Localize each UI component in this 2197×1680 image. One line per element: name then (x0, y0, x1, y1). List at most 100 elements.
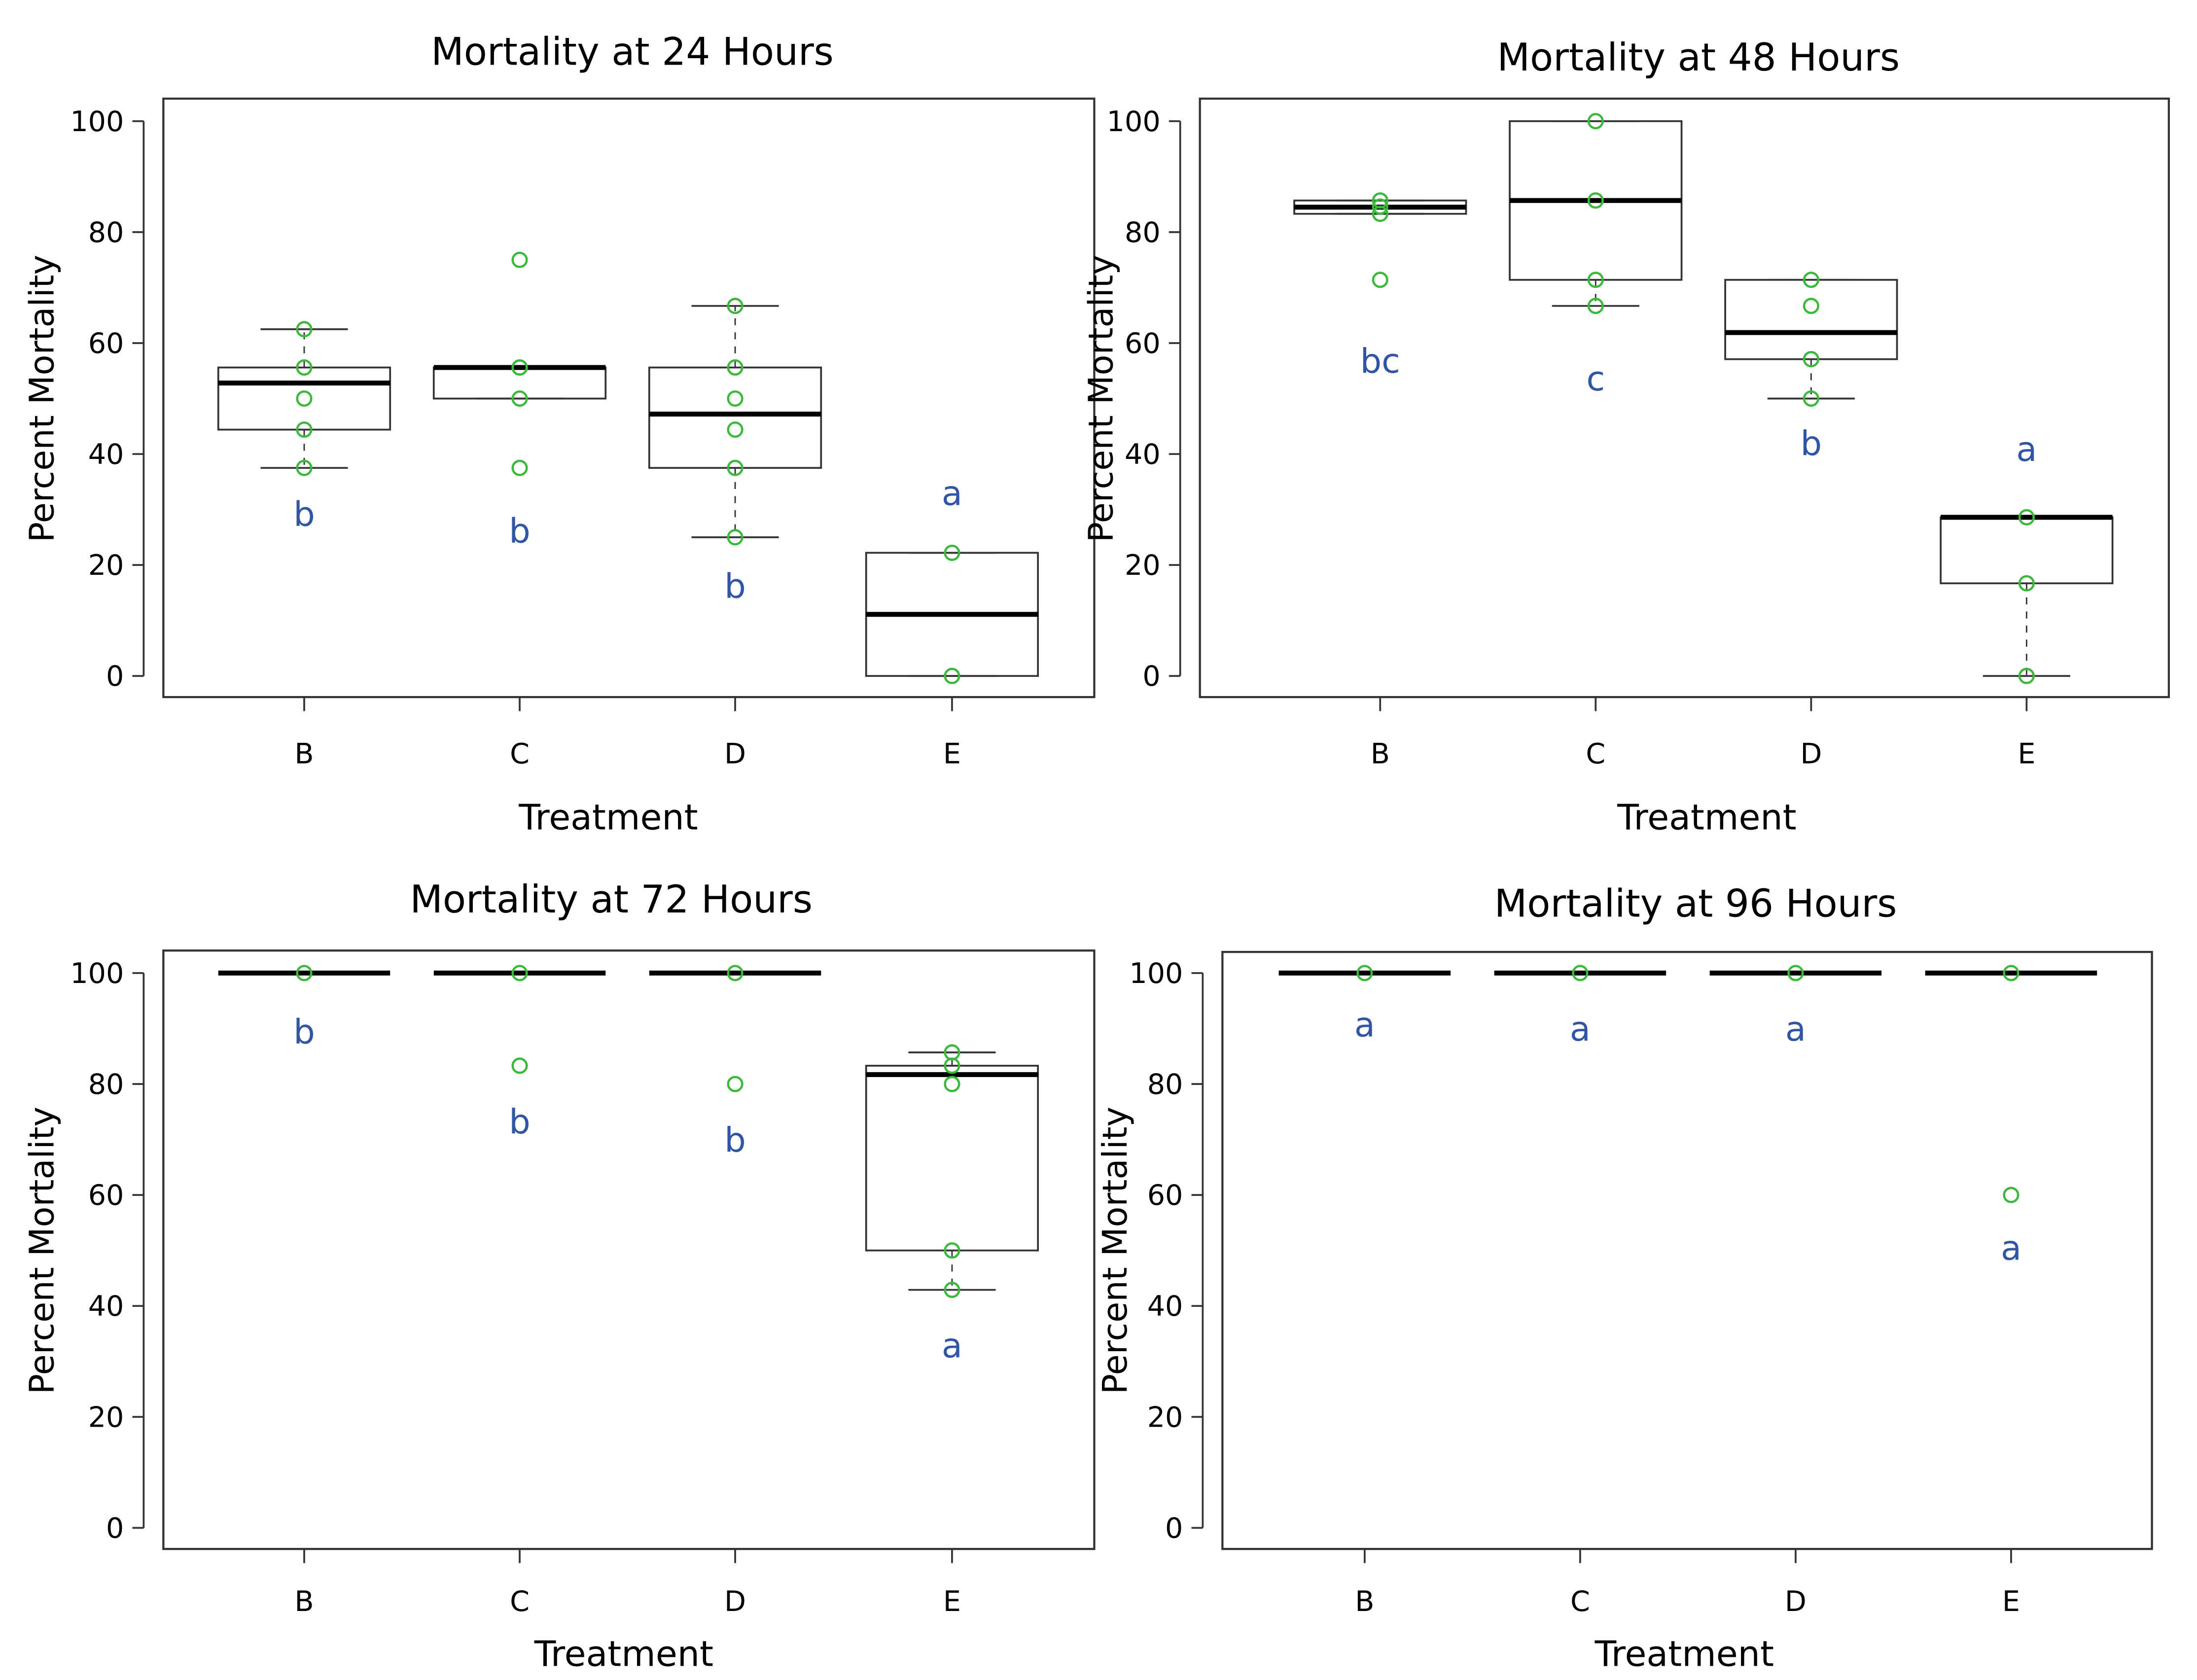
data-point (1356, 965, 1373, 981)
data-point (511, 1057, 528, 1074)
y-tick-label: 20 (88, 1401, 124, 1434)
y-tick-label: 60 (88, 1179, 124, 1212)
y-axis-label: Percent Mortality (1082, 255, 1121, 542)
y-tick-label: 20 (1125, 549, 1161, 582)
data-point (1587, 298, 1604, 315)
data-point (727, 965, 744, 981)
data-point (944, 667, 960, 684)
x-tick-label: C (1586, 737, 1605, 770)
significance-letter: bc (1360, 342, 1400, 381)
data-point (727, 529, 744, 546)
y-tick-label: 40 (1125, 438, 1161, 471)
x-axis-label: Treatment (1595, 1633, 1774, 1674)
data-point (2018, 667, 2035, 684)
significance-letter: b (509, 512, 531, 551)
data-point (944, 1076, 960, 1092)
x-tick-label: E (943, 1585, 961, 1618)
box-B: bc (1293, 192, 1467, 381)
panel-3: Mortality at 72 Hours Percent Mortality 0 2… (23, 877, 1096, 1674)
significance-letter: b (1801, 424, 1822, 463)
data-point (1587, 272, 1604, 288)
y-tick-label: 100 (1129, 957, 1183, 990)
x-tick-label: D (724, 737, 746, 770)
data-point (727, 1076, 744, 1092)
data-point (944, 1057, 960, 1074)
box-E: a (865, 474, 1039, 684)
data-point (511, 390, 528, 407)
x-tick-label: E (943, 737, 961, 770)
data-point (1372, 272, 1388, 288)
x-tick-label: B (1371, 737, 1390, 770)
significance-letter: a (1570, 1010, 1591, 1049)
x-tick-label: C (510, 1585, 530, 1618)
y-axis-label: Percent Mortality (23, 1107, 62, 1394)
y-tick-label: 0 (1142, 660, 1160, 693)
data-point (944, 1242, 960, 1259)
data-point (511, 251, 528, 268)
box-B: b (217, 321, 391, 534)
y-tick-label: 40 (1147, 1290, 1183, 1323)
y-tick-label: 80 (1147, 1068, 1183, 1101)
chart-title: Mortality at 96 Hours (1494, 882, 1897, 926)
data-point (1803, 351, 1819, 368)
box-E: a (1925, 965, 2097, 1268)
plot-frame (162, 97, 1096, 699)
significance-letter: b (509, 1102, 531, 1142)
iqr-box (1724, 279, 1898, 360)
data-point (2003, 1187, 2020, 1203)
x-axis-label: Treatment (1617, 797, 1796, 838)
data-point (944, 1281, 960, 1298)
data-point (296, 390, 313, 407)
data-point (944, 544, 960, 561)
significance-letter: a (1354, 1005, 1375, 1045)
y-tick-label: 0 (1165, 1512, 1183, 1544)
chart-title: Mortality at 48 Hours (1497, 35, 1900, 80)
y-tick-label: 100 (70, 957, 124, 990)
data-point (727, 298, 744, 315)
significance-letter: b (293, 494, 315, 534)
y-tick-label: 20 (88, 549, 124, 582)
iqr-box (432, 366, 607, 400)
data-point (296, 359, 313, 376)
x-tick-label: E (2002, 1585, 2020, 1618)
y-tick-label: 0 (106, 660, 124, 693)
x-tick-label: D (1785, 1585, 1807, 1618)
box-B: b (218, 965, 390, 1052)
panel-4: Mortality at 96 Hours Percent Mortality 0 2… (1096, 882, 2153, 1674)
box-D: b (649, 965, 821, 1160)
data-point (1803, 390, 1819, 407)
data-point (727, 421, 744, 438)
data-point (511, 459, 528, 476)
box-C: b (433, 965, 606, 1142)
significance-letter: b (724, 567, 746, 606)
significance-letter: a (1785, 1010, 1806, 1049)
significance-letter: a (942, 474, 962, 513)
y-tick-label: 60 (88, 327, 124, 360)
data-point (1587, 192, 1604, 209)
data-point (296, 965, 313, 981)
panel-2: Mortality at 48 Hours Percent Mortality 0 2… (1082, 35, 2170, 838)
significance-letter: a (2016, 430, 2037, 469)
data-point (1372, 206, 1388, 222)
x-tick-label: D (1800, 737, 1822, 770)
data-point (296, 459, 313, 476)
y-axis-label: Percent Mortality (1096, 1107, 1135, 1394)
plot-frame (1199, 97, 2170, 699)
box-D: a (1709, 965, 1882, 1049)
y-tick-label: 80 (88, 216, 124, 249)
data-point (1787, 965, 1804, 981)
significance-letter: c (1586, 359, 1605, 399)
box-E: a (1940, 430, 2114, 684)
data-point (296, 321, 313, 338)
y-tick-label: 80 (1125, 216, 1161, 249)
y-tick-label: 100 (1107, 105, 1161, 138)
x-tick-label: B (1355, 1585, 1374, 1618)
box-C: b (432, 251, 607, 551)
iqr-box (217, 366, 391, 431)
data-point (1587, 113, 1604, 130)
y-tick-label: 0 (106, 1512, 124, 1544)
x-tick-label: D (724, 1585, 746, 1618)
y-tick-label: 20 (1147, 1401, 1183, 1434)
